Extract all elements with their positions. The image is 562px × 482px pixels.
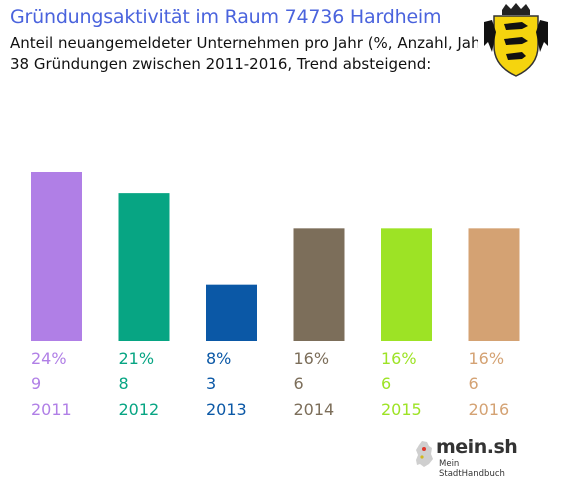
bar-2015 — [381, 228, 432, 341]
count-label-2016: 6 — [469, 374, 479, 393]
chart-subtitle: Anteil neuangemeldeter Unternehmen pro J… — [10, 34, 493, 52]
year-label-2012: 2012 — [119, 400, 160, 419]
brand-name: mein.sh — [436, 436, 518, 458]
brand-tagline: Mein StadtHandbuch — [439, 459, 505, 479]
bar-2011 — [31, 172, 82, 341]
year-label-2011: 2011 — [31, 400, 72, 419]
bar-2013 — [206, 284, 257, 341]
count-label-2014: 6 — [294, 374, 304, 393]
count-label-2012: 8 — [119, 374, 129, 393]
year-label-2014: 2014 — [294, 400, 335, 419]
percent-label-2016: 16% — [469, 349, 505, 368]
count-label-2013: 3 — [206, 374, 216, 393]
percent-label-2015: 16% — [381, 349, 417, 368]
count-label-2011: 9 — [31, 374, 41, 393]
year-label-2013: 2013 — [206, 400, 247, 419]
chart-summary: 38 Gründungen zwischen 2011-2016, Trend … — [10, 55, 432, 73]
page-title: Gründungsaktivität im Raum 74736 Hardhei… — [10, 6, 442, 28]
percent-label-2013: 8% — [206, 349, 231, 368]
percent-label-2014: 16% — [294, 349, 330, 368]
count-label-2015: 6 — [381, 374, 391, 393]
brand-logo: mein.sh Mein StadtHandbuch — [412, 434, 524, 479]
bar-2014 — [293, 228, 345, 341]
bar-2012 — [118, 193, 170, 341]
germany-map-icon — [416, 441, 433, 467]
year-label-2015: 2015 — [381, 400, 422, 419]
bar-2016 — [468, 228, 520, 341]
coat-of-arms-icon — [478, 2, 554, 80]
percent-label-2011: 24% — [31, 349, 67, 368]
year-label-2016: 2016 — [469, 400, 510, 419]
percent-label-2012: 21% — [119, 349, 155, 368]
